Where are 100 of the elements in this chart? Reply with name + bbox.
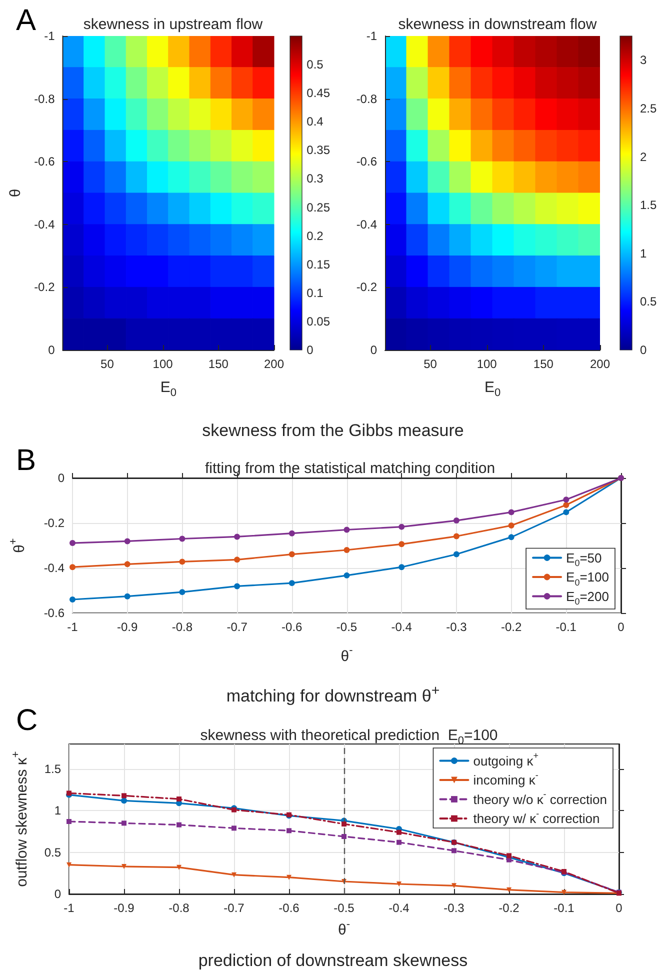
y-tick-label: -1 — [44, 29, 56, 43]
color-bar-label: 0.15 — [306, 257, 330, 272]
point — [453, 551, 460, 558]
color-bar-label: 2.5 — [640, 101, 658, 116]
point — [396, 840, 402, 845]
point — [70, 596, 76, 602]
text: C — [16, 704, 38, 738]
color-bar-label: 0 — [306, 343, 314, 357]
color-bar-label: 0 — [640, 343, 647, 357]
x-tick-label: -0.3 — [444, 901, 465, 915]
point — [452, 848, 456, 854]
point — [234, 583, 240, 590]
y-tick-label: -0.6 — [356, 154, 378, 169]
x-tick-label: 0 — [616, 901, 623, 915]
y-tick-label: -0.8 — [34, 92, 56, 106]
point — [508, 534, 514, 540]
y-tick-label: -0.4 — [356, 217, 378, 232]
y-tick-label: 0 — [54, 887, 62, 901]
color-bar-label: 0.1 — [306, 286, 324, 300]
text: matching for downstream θ$^{+}$ — [226, 683, 440, 706]
color-bar-label: 0.5 — [640, 294, 658, 309]
point — [453, 518, 460, 524]
x-tick-label: -0.7 — [224, 901, 245, 915]
chart-title: skewness in downstream flow — [398, 16, 597, 33]
legend-label: theory w/ κ- correction — [473, 808, 600, 826]
point — [288, 530, 295, 536]
y-tick-label: -0.2 — [356, 280, 378, 294]
color-bar-label: 3 — [640, 53, 647, 68]
y-tick-label: 0 — [48, 343, 56, 357]
point — [288, 551, 295, 558]
point — [563, 496, 570, 503]
y-tick-label: -0.8 — [356, 92, 378, 106]
point — [176, 822, 182, 828]
legend-label: outgoing κ+ — [473, 750, 538, 768]
x-tick-label: 100 — [476, 357, 498, 371]
point — [508, 509, 514, 516]
x-tick-label: 150 — [208, 357, 229, 371]
point — [121, 798, 127, 804]
y-axis-title: outflow skewness κ+ — [10, 751, 30, 887]
x-axis-title: θ- — [340, 644, 354, 665]
point — [342, 822, 346, 826]
x-tick-label: -0.8 — [168, 901, 190, 915]
x-tick-label: -0.6 — [278, 901, 300, 915]
x-tick-label: 0 — [618, 620, 625, 634]
y-tick-label: -0.2 — [44, 516, 65, 530]
y-axis-title: θ — [7, 188, 24, 198]
x-tick-label: -0.7 — [226, 620, 248, 634]
x-tick-label: 100 — [152, 357, 174, 371]
point — [176, 864, 182, 870]
x-tick-label: 200 — [590, 357, 610, 371]
color-bar-label: 0.3 — [306, 172, 324, 186]
color-bar-label: 1.5 — [640, 198, 658, 212]
x-tick-label: -1 — [67, 620, 78, 634]
y-axis-title: θ+ — [8, 538, 28, 553]
chart-title: skewness in upstream flow — [83, 16, 263, 33]
point — [398, 541, 405, 548]
y-tick-label: 1.5 — [44, 762, 62, 776]
point — [234, 556, 240, 563]
y-tick-label: -0.6 — [44, 606, 65, 620]
point — [176, 796, 182, 802]
x-tick-label: -0.2 — [500, 620, 522, 634]
x-tick-label: -0.4 — [391, 620, 412, 634]
point — [344, 526, 350, 533]
x-tick-label: 50 — [424, 357, 438, 371]
point — [453, 533, 460, 540]
point — [234, 534, 240, 540]
x-tick-label: -0.4 — [388, 901, 410, 915]
text: skewness from the Gibbs measure — [201, 420, 465, 442]
x-tick-label: 150 — [533, 357, 554, 371]
x-tick-label: 50 — [100, 357, 114, 371]
point — [452, 883, 456, 888]
point — [506, 887, 512, 892]
point — [286, 828, 292, 834]
point — [70, 540, 76, 546]
point — [398, 524, 405, 530]
point — [396, 882, 402, 886]
point — [288, 580, 295, 586]
text: prediction of downstream skewness — [197, 950, 469, 972]
point — [66, 862, 72, 868]
color-bar-label: 0.35 — [306, 143, 330, 158]
color-bar-label: 0.05 — [306, 314, 330, 328]
point — [232, 872, 236, 878]
point — [563, 502, 570, 508]
point — [508, 522, 514, 528]
y-tick-label: 0 — [370, 343, 378, 357]
point — [563, 509, 570, 516]
y-tick-label: 0 — [58, 471, 65, 485]
text: A — [16, 4, 36, 38]
point — [396, 830, 402, 835]
x-tick-label: -1 — [64, 901, 75, 915]
x-tick-label: -0.2 — [498, 901, 520, 915]
y-tick-label: -0.4 — [34, 217, 56, 232]
point — [122, 793, 126, 798]
point — [124, 538, 130, 544]
point — [344, 547, 350, 553]
point — [122, 864, 126, 869]
point — [66, 819, 72, 824]
point — [398, 564, 405, 570]
color-bar-label: 0.4 — [306, 114, 324, 129]
point — [562, 890, 566, 895]
